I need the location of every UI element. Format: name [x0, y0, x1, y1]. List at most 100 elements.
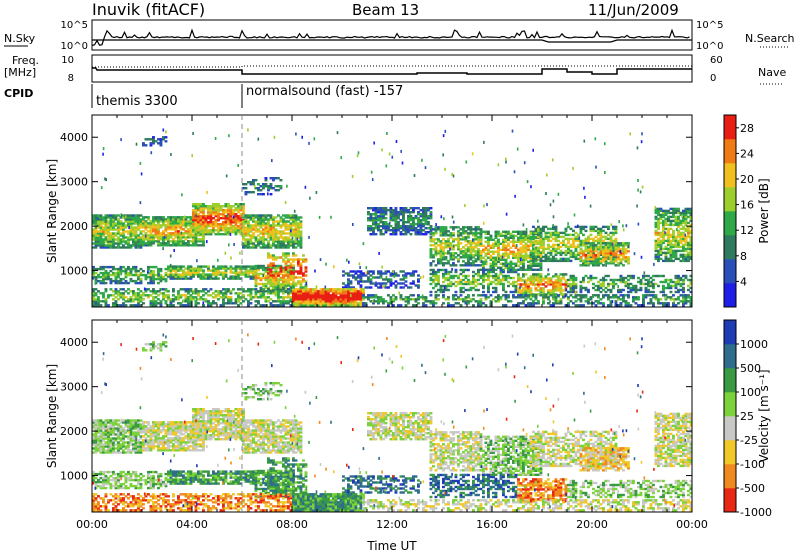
power-cell [604, 286, 608, 290]
power-cell [214, 233, 218, 236]
power-cell [429, 215, 433, 218]
power-cell [512, 238, 515, 241]
power-cell [449, 256, 453, 259]
power-cell [354, 290, 358, 293]
power-cell [209, 211, 213, 214]
power-cell [357, 274, 360, 277]
power-cell [482, 290, 485, 294]
power-cell [122, 240, 125, 243]
power-cell [602, 258, 605, 261]
power-cell [404, 209, 408, 212]
power-cell [647, 284, 650, 288]
power-cell [527, 285, 530, 288]
power-cell [529, 291, 533, 294]
power-cell [307, 304, 310, 307]
power-cell [199, 205, 203, 208]
power-cell [474, 246, 478, 249]
power-cell [149, 236, 153, 239]
power-cell [299, 294, 303, 297]
power-cell [174, 277, 178, 280]
power-cell [609, 282, 613, 286]
power-cell [604, 250, 608, 253]
power-cell [147, 234, 150, 237]
power-cell [354, 278, 358, 281]
power-cell [184, 242, 188, 245]
power-cell [504, 254, 508, 257]
power-cell [247, 230, 250, 233]
power-cell [317, 300, 320, 303]
power-cell [207, 300, 210, 303]
power-cell [224, 223, 228, 226]
power-cell [477, 238, 480, 241]
power-cell [689, 225, 693, 229]
power-cell [277, 246, 280, 249]
power-cell [92, 300, 95, 303]
power-cell [399, 286, 403, 289]
power-cell [237, 300, 240, 303]
power-cell [164, 273, 168, 277]
power-cell [437, 268, 440, 272]
power-cell [209, 225, 213, 228]
power-cell [474, 264, 478, 267]
power-cell [559, 231, 563, 235]
power-cell [477, 288, 480, 292]
power-cell [464, 244, 468, 247]
power-cell [687, 243, 690, 247]
power-cell [582, 260, 585, 263]
power-cell [647, 288, 650, 292]
power-cell [377, 209, 380, 212]
power-cell [587, 276, 590, 280]
power-cell [672, 211, 675, 215]
power-cell [674, 284, 678, 288]
power-cell [684, 239, 688, 243]
power-cell [137, 277, 140, 281]
power-cell [487, 282, 490, 286]
power-cell [232, 275, 235, 278]
power-cell [152, 281, 155, 285]
power-cell [234, 215, 238, 218]
power-cell [604, 278, 608, 282]
power-cell [512, 268, 515, 271]
power-cell [569, 290, 573, 294]
power-cell [607, 262, 610, 265]
power-cell [179, 238, 183, 241]
power-cell [157, 275, 160, 279]
power-cell [324, 296, 328, 299]
power-cell [194, 225, 198, 228]
power-cell [562, 275, 565, 278]
power-cell [542, 227, 545, 231]
power-cell [519, 266, 523, 269]
power-cell [634, 284, 638, 288]
power-cell [589, 255, 593, 259]
power-cell [347, 294, 350, 297]
power-cell [154, 218, 158, 221]
power-cell [502, 258, 505, 261]
power-cell [409, 211, 413, 214]
power-cell [532, 268, 535, 271]
power-cell [269, 216, 273, 219]
power-cell [287, 226, 290, 229]
power-cell [377, 286, 380, 289]
power-cell [127, 216, 130, 219]
power-cell [684, 211, 688, 215]
power-cell [647, 280, 650, 284]
power-cell [232, 302, 235, 305]
power-cell [512, 270, 515, 274]
power-cell [252, 246, 255, 249]
power-cell [97, 302, 100, 305]
power-cell [517, 256, 520, 259]
power-cell [104, 273, 108, 277]
power-cell [429, 211, 433, 214]
power-cell [114, 273, 118, 277]
power-cell [137, 296, 140, 299]
power-cell [297, 234, 300, 237]
power-cell [412, 280, 415, 283]
power-cell [237, 275, 240, 278]
power-cell [197, 221, 200, 224]
power-cell [94, 277, 98, 281]
power-cell [174, 273, 178, 276]
power-cell [109, 224, 113, 227]
power-cell [284, 302, 288, 305]
power-cell [649, 290, 653, 294]
power-cell [667, 235, 670, 239]
